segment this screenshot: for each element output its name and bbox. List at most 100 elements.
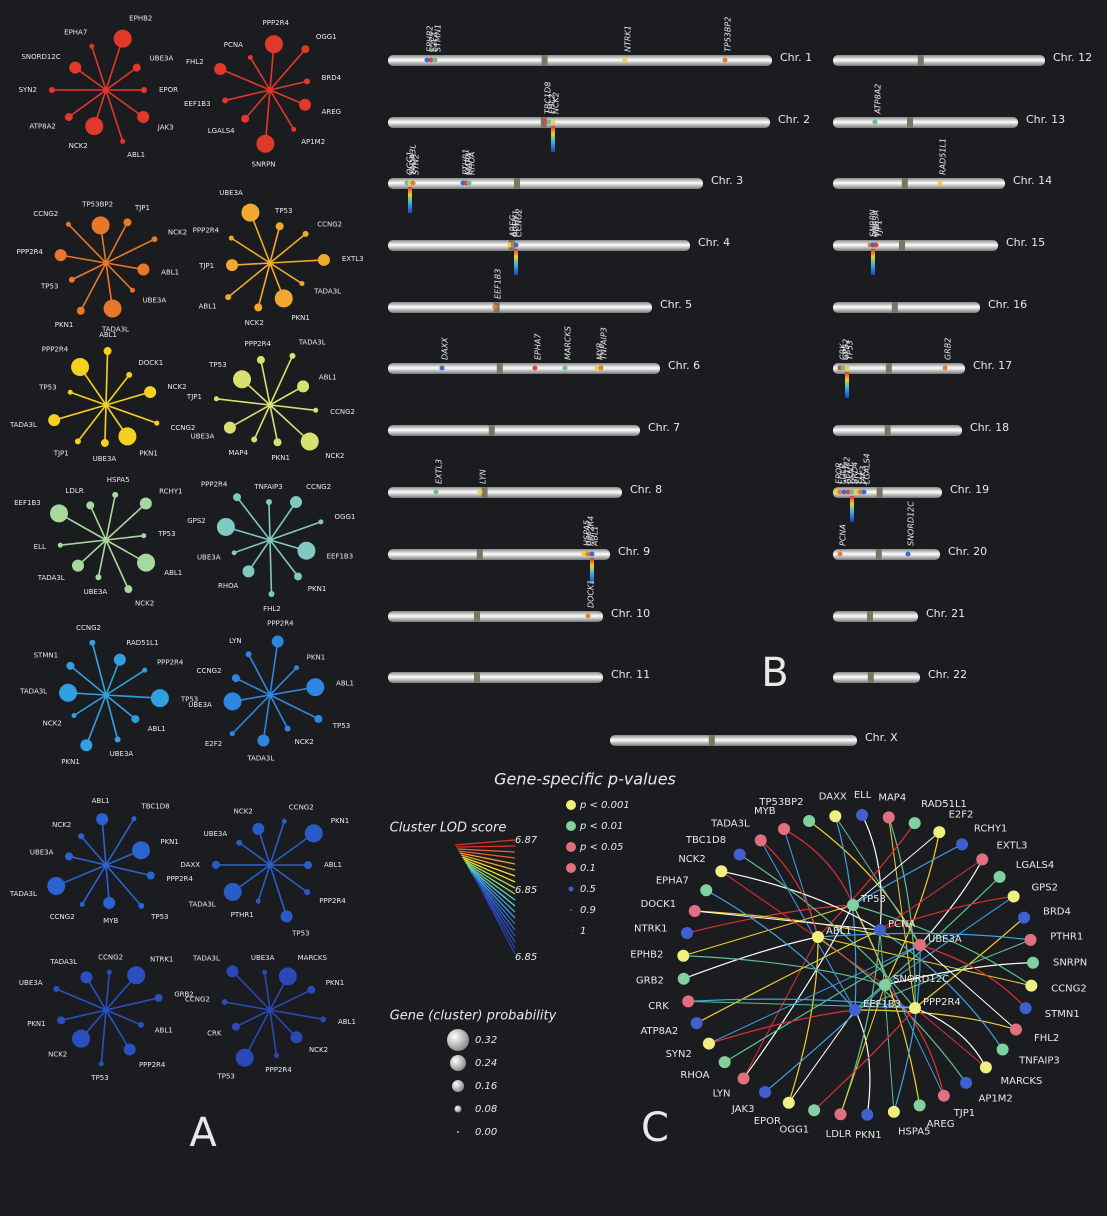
prob-tick: 0.24 xyxy=(475,1058,497,1069)
chromosome xyxy=(388,240,690,251)
chromosome-label: Chr. 5 xyxy=(660,298,692,311)
hub-label: SNORD12C xyxy=(893,974,949,985)
node-label: CCNG2 xyxy=(98,954,123,962)
edge xyxy=(53,404,107,421)
chromosome xyxy=(833,549,940,560)
node-label: UBE3A xyxy=(219,189,243,197)
node-label: TP53BP2 xyxy=(758,797,803,808)
gene-label: TBC1D8 xyxy=(544,82,553,114)
gene-dot xyxy=(837,551,843,557)
gene-dot xyxy=(492,304,498,310)
chromosome xyxy=(833,611,918,622)
node xyxy=(1026,956,1039,969)
hub-label: PCNA xyxy=(888,919,915,930)
edge xyxy=(861,814,882,931)
gene-label: FHL2 xyxy=(548,94,557,114)
node xyxy=(682,995,695,1008)
legend-dot xyxy=(566,821,576,831)
node-label: NCK2 xyxy=(48,1051,67,1059)
edge xyxy=(879,858,983,931)
node-label: TADA3L xyxy=(710,819,750,830)
node-label: ABL1 xyxy=(324,861,342,869)
node xyxy=(301,45,310,54)
node xyxy=(307,985,316,994)
lod-line xyxy=(461,856,516,877)
node-label: NCK2 xyxy=(309,1046,328,1054)
node xyxy=(231,674,240,683)
node xyxy=(303,861,312,870)
prob-ball xyxy=(447,1029,469,1051)
node-label: JAK3 xyxy=(731,1104,755,1115)
gene-label: AREG xyxy=(509,215,518,238)
edge xyxy=(919,944,1017,1030)
node xyxy=(223,882,242,901)
node xyxy=(702,1037,715,1050)
node xyxy=(273,1053,279,1059)
node xyxy=(66,661,75,670)
node xyxy=(229,731,235,737)
edge xyxy=(269,521,322,541)
node xyxy=(74,438,81,445)
node-label: MARCKS xyxy=(1001,1076,1043,1087)
node xyxy=(118,427,137,446)
node xyxy=(933,826,946,839)
edge xyxy=(105,864,110,903)
panel-label: A xyxy=(189,1110,217,1156)
node xyxy=(913,1099,926,1112)
node xyxy=(861,1108,874,1121)
node-label: BRD4 xyxy=(322,74,342,82)
edge xyxy=(268,501,271,541)
node xyxy=(284,725,291,732)
node xyxy=(223,421,236,434)
hub xyxy=(909,1002,921,1014)
node-label: EPOR xyxy=(159,86,178,94)
edge xyxy=(77,404,107,442)
node-label: TNFAIP3 xyxy=(253,483,282,491)
node xyxy=(100,438,109,447)
hub xyxy=(267,692,273,698)
node-label: PKN1 xyxy=(139,450,158,458)
gene-dot xyxy=(581,551,587,557)
legend-dot xyxy=(570,930,572,932)
hub xyxy=(267,402,273,408)
gene-label: ELL xyxy=(855,470,864,484)
gene-dot xyxy=(589,551,595,557)
node xyxy=(681,927,694,940)
node-label: TJP1 xyxy=(134,204,150,212)
node xyxy=(65,852,74,861)
node-label: TP53 xyxy=(157,530,175,538)
centromere xyxy=(884,425,891,436)
node-label: LGALS4 xyxy=(208,127,235,135)
node-label: PPP2R4 xyxy=(263,19,290,27)
node-label: NTRK1 xyxy=(150,955,173,963)
prob-tick: 0.00 xyxy=(475,1127,497,1138)
node xyxy=(302,230,309,237)
edge xyxy=(854,876,1001,1011)
chromosome-label: Chr. 4 xyxy=(698,236,730,249)
heat-bar xyxy=(850,496,854,522)
node-label: DAXX xyxy=(819,791,847,802)
node xyxy=(96,813,109,826)
node-label: STMN1 xyxy=(1045,1009,1080,1020)
centromere xyxy=(907,117,913,128)
lod-line xyxy=(457,848,516,853)
node-label: ELL xyxy=(854,790,872,801)
node-label: RAD51L1 xyxy=(921,799,967,810)
edge xyxy=(705,889,856,1011)
centromere xyxy=(541,55,548,66)
chromosome xyxy=(610,735,857,746)
node xyxy=(300,432,319,451)
node xyxy=(91,216,110,235)
node xyxy=(297,541,316,560)
gene-dot xyxy=(845,489,851,495)
node-label: CCNG2 xyxy=(306,483,331,491)
lod-line xyxy=(467,866,516,907)
edge xyxy=(101,819,107,866)
node xyxy=(216,517,235,536)
legend-item: p < 0.05 xyxy=(579,842,623,853)
chromosome xyxy=(833,178,1005,189)
edge xyxy=(852,904,1032,987)
node xyxy=(76,306,85,315)
node xyxy=(68,276,75,283)
centromere xyxy=(917,55,924,66)
